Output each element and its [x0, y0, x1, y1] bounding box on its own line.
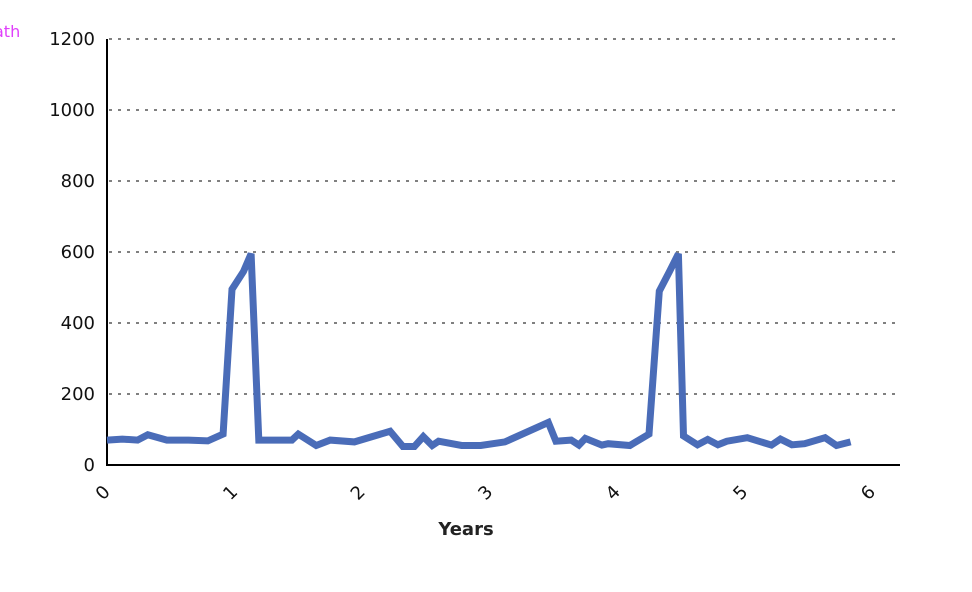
x-tick-label: 1 [219, 482, 242, 505]
y-tick-labels: 0 200 400 600 800 1000 1200 [49, 29, 95, 476]
series-group [106, 252, 852, 451]
x-axis-title: Years [437, 519, 493, 540]
x-tick-labels: 0 1 2 3 4 5 6 [92, 482, 880, 505]
x-tick-label: 5 [729, 482, 752, 505]
x-tick-label: 0 [92, 482, 115, 505]
gridlines [109, 38, 900, 395]
y-tick-label: 200 [61, 384, 95, 405]
series-line [106, 252, 852, 451]
corner-label: ath [0, 22, 21, 41]
y-tick-label: 800 [61, 171, 95, 192]
x-tick-label: 3 [474, 482, 497, 505]
x-tick-label: 2 [347, 482, 370, 505]
y-tick-label: 600 [61, 242, 95, 263]
x-tick-label: 6 [857, 482, 880, 505]
x-tick-label: 4 [602, 482, 625, 505]
y-tick-label: 400 [61, 313, 95, 334]
y-tick-label: 1000 [49, 100, 95, 121]
y-tick-label: 1200 [49, 29, 95, 50]
y-tick-label: 0 [84, 455, 95, 476]
